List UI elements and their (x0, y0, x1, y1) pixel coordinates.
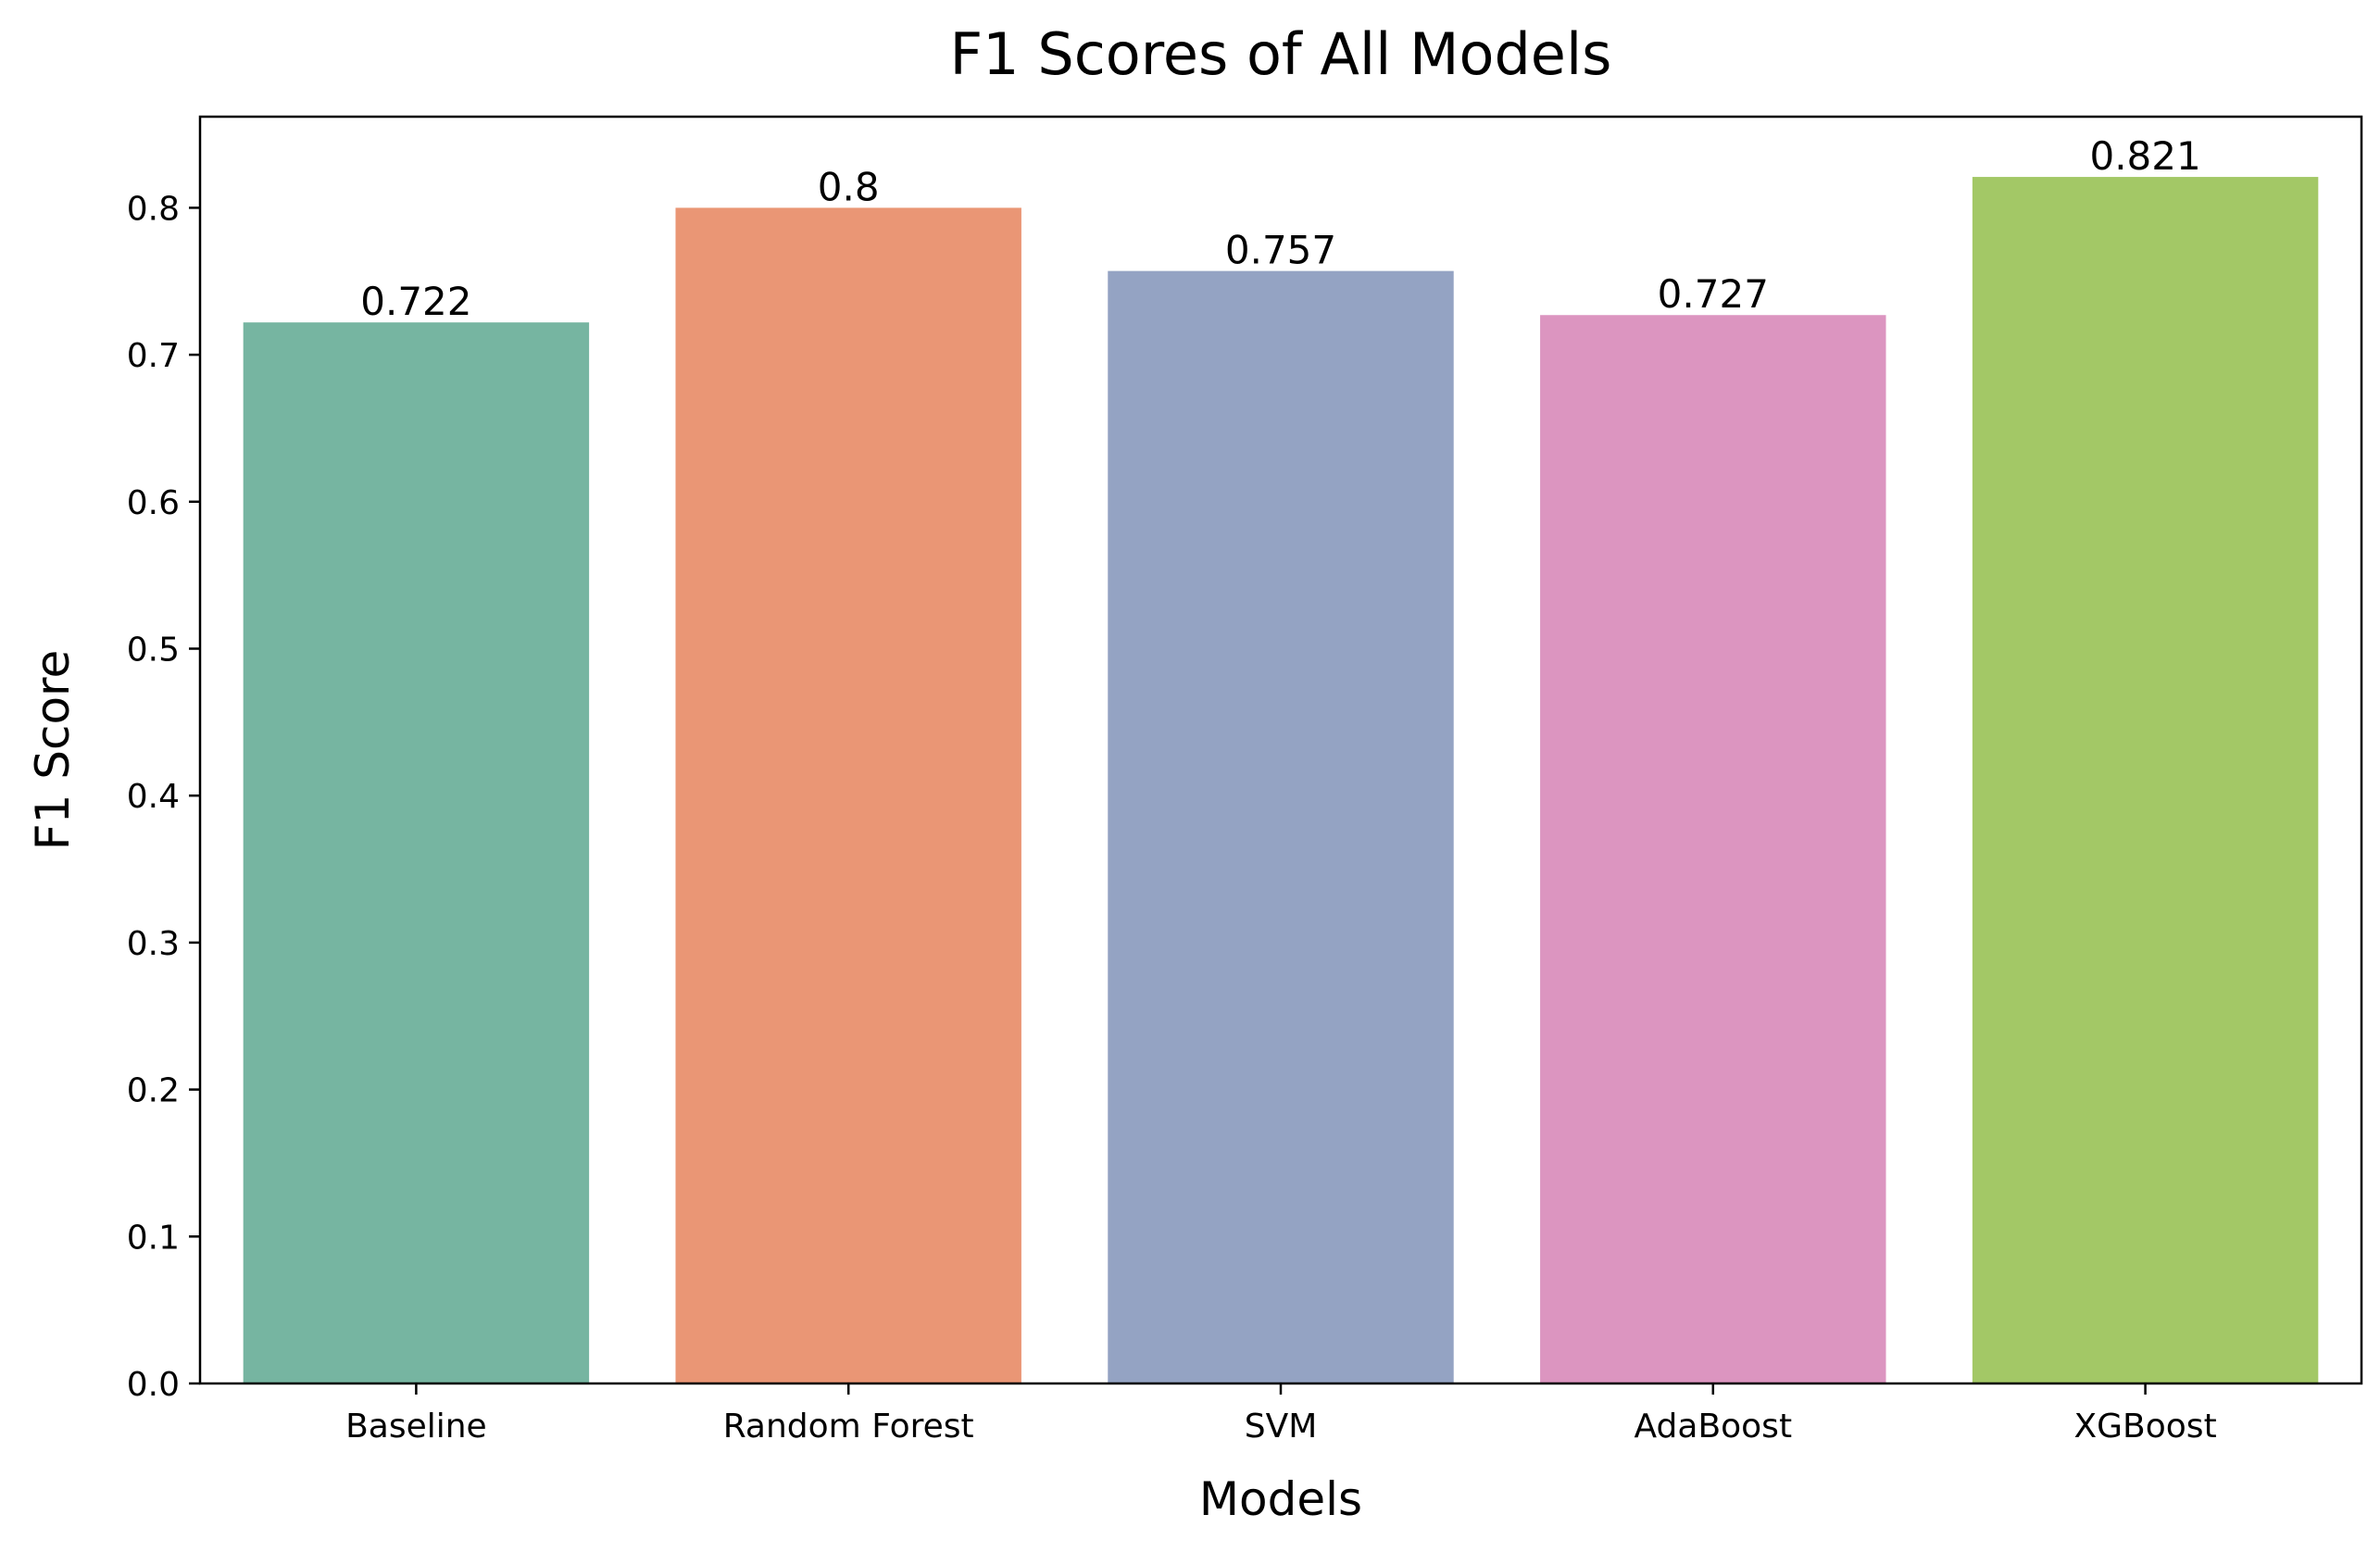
y-tick-label: 0.4 (127, 778, 180, 816)
bar-svm (1108, 270, 1454, 1383)
data-label: 0.727 (1658, 271, 1769, 317)
data-label: 0.757 (1225, 228, 1336, 273)
bar-adaboost (1540, 315, 1886, 1383)
data-label: 0.821 (2089, 133, 2200, 179)
y-tick-label: 0.2 (127, 1072, 180, 1110)
y-tick-label: 0.1 (127, 1219, 180, 1257)
x-tick-label: Random Forest (723, 1408, 974, 1446)
y-tick-label: 0.0 (127, 1366, 180, 1404)
bar-random-forest (675, 207, 1021, 1384)
x-tick-label: Baseline (345, 1408, 487, 1446)
y-tick-label: 0.3 (127, 925, 180, 963)
y-axis-title: F1 Score (26, 650, 80, 851)
bar-xgboost (1972, 177, 2319, 1384)
chart-title: F1 Scores of All Models (950, 20, 1612, 88)
y-tick-label: 0.8 (127, 190, 180, 228)
y-tick-label: 0.5 (127, 631, 180, 669)
plot-frame (198, 115, 2363, 1385)
x-tick-label: XGBoost (2074, 1408, 2217, 1446)
x-tick-label: SVM (1245, 1408, 1318, 1446)
x-axis-title: Models (1199, 1472, 1362, 1526)
data-label: 0.722 (360, 279, 471, 324)
bar-baseline (243, 322, 590, 1384)
bars (243, 177, 2319, 1384)
y-tick-label: 0.7 (127, 337, 180, 375)
y-axis-ticks: 0.0 0.1 0.2 0.3 0.4 0.5 0.6 0.7 0.8 (127, 190, 200, 1404)
y-tick-label: 0.6 (127, 484, 180, 522)
data-label: 0.8 (818, 164, 880, 209)
data-labels: 0.722 0.8 0.757 0.727 0.821 (360, 133, 2200, 324)
x-tick-label: AdaBoost (1635, 1408, 1793, 1446)
x-axis-ticks: Baseline Random Forest SVM AdaBoost XGBoost (345, 1383, 2217, 1446)
